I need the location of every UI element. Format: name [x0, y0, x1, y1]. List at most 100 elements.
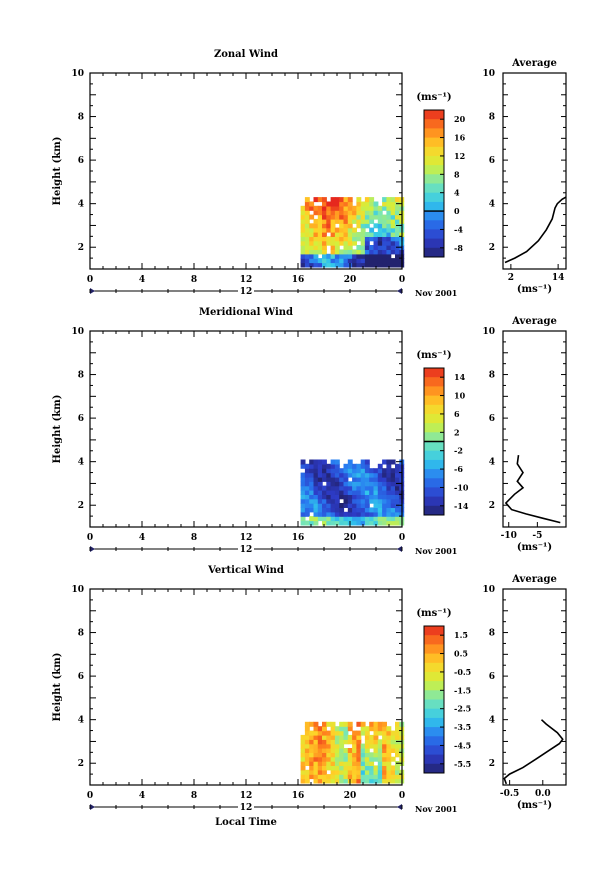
y-tick-label: 8: [78, 629, 84, 639]
heatmap-cell: [339, 761, 345, 766]
heatmap-cell: [356, 734, 362, 740]
heatmap-cell: [386, 223, 392, 229]
heatmap-cell: [326, 240, 332, 246]
heatmap-cell: [347, 748, 353, 753]
colorbar-tick-label: 8: [454, 169, 460, 179]
heatmap-cell: [352, 232, 357, 237]
heatmap-cell: [300, 459, 306, 465]
heatmap-cell: [356, 472, 362, 478]
heatmap-cell: [377, 253, 383, 259]
heatmap-cell: [377, 743, 383, 749]
heatmap-cell: [326, 761, 332, 766]
heatmap-cell: [339, 726, 345, 732]
heatmap-cell: [334, 516, 340, 522]
heatmap-cell: [304, 227, 310, 233]
heatmap-cell: [300, 507, 306, 513]
heatmap-cell: [352, 761, 357, 766]
heatmap-cell: [347, 503, 353, 508]
heatmap-cell: [330, 503, 336, 508]
heatmap-cell: [343, 223, 349, 229]
heatmap-cell: [364, 490, 370, 495]
heatmap-cell: [373, 726, 379, 732]
heatmap-cell: [390, 748, 396, 753]
heatmap-cell: [373, 258, 379, 264]
heatmap-cell: [356, 507, 362, 513]
profile-line: [504, 454, 561, 524]
heatmap-cell: [364, 761, 370, 766]
heatmap-cell: [334, 778, 340, 784]
heatmap-cell: [360, 769, 366, 775]
heatmap-cell: [364, 520, 370, 526]
heatmap-cell: [304, 485, 310, 491]
heatmap-cell: [364, 481, 370, 487]
heatmap-cell: [377, 494, 383, 500]
heatmap-cell: [322, 520, 327, 526]
heatmap-cell: [390, 507, 396, 513]
heatmap-cell: [300, 232, 306, 237]
heatmap-cell: [347, 232, 353, 237]
x-tick-label: 12: [240, 791, 253, 801]
heatmap-cell: [386, 214, 392, 220]
heatmap-cell: [373, 765, 379, 771]
heatmap-cell: [382, 730, 387, 736]
heatmap-cell: [343, 490, 349, 495]
heatmap-cell: [386, 459, 392, 465]
heatmap-cell: [330, 214, 336, 220]
heatmap-cell: [317, 472, 323, 478]
heatmap-cell: [382, 739, 387, 745]
heatmap-cell: [317, 765, 323, 771]
heatmap-cell: [395, 730, 400, 736]
heatmap-cell: [390, 236, 396, 242]
heatmap-cell: [326, 485, 332, 491]
heatmap-cell: [386, 262, 392, 268]
heatmap-cell: [317, 262, 323, 268]
heatmap-cell: [347, 210, 353, 216]
heatmap-cell: [347, 739, 353, 745]
heatmap-cell: [300, 258, 306, 264]
colorbar-segment: [424, 368, 444, 378]
heatmap-cell: [390, 201, 396, 207]
heatmap-cell: [382, 468, 387, 474]
heatmap-cell: [326, 476, 332, 482]
heatmap-cell: [377, 485, 383, 491]
heatmap-cell: [300, 249, 306, 255]
heatmap-cell: [317, 774, 323, 780]
heatmap-cell: [313, 210, 319, 216]
heatmap-cell: [382, 205, 387, 211]
heatmap-cell: [382, 726, 387, 732]
heatmap-cell: [373, 774, 379, 780]
heatmap-cell: [390, 739, 396, 745]
heatmap-cell: [300, 214, 306, 220]
heatmap-cell: [330, 201, 336, 207]
heatmap-cell: [352, 262, 357, 268]
heatmap-cell: [364, 748, 370, 753]
heatmap-cell: [334, 726, 340, 732]
heatmap-cell: [317, 205, 323, 211]
heatmap-cell: [352, 511, 357, 517]
heatmap-cell: [322, 765, 327, 771]
heatmap-cell: [377, 748, 383, 753]
heatmap-cell: [369, 481, 375, 487]
heatmap-cell: [390, 223, 396, 229]
heatmap-cell: [395, 232, 400, 237]
heatmap-cell: [382, 743, 387, 749]
heatmap-cell: [356, 743, 362, 749]
heatmap-cell: [377, 490, 383, 495]
colorbar-tick-label: -5.5: [454, 759, 471, 769]
date-axis-arrow-left: [90, 546, 95, 552]
colorbar-segment: [424, 727, 444, 737]
colorbar-tick-label: -0.5: [454, 667, 471, 677]
heatmap-cell: [369, 494, 375, 500]
heatmap-cell: [334, 472, 340, 478]
heatmap-cell: [360, 516, 366, 522]
heatmap-cell: [326, 778, 332, 784]
heatmap-cell: [360, 752, 366, 758]
heatmap-cell: [326, 205, 332, 211]
heatmap-cell: [339, 511, 345, 517]
heatmap-cell: [382, 258, 387, 264]
heatmap-cell: [339, 197, 345, 203]
heatmap-cell: [360, 210, 366, 216]
heatmap-cell: [304, 236, 310, 242]
heatmap-cell: [330, 245, 336, 250]
heatmap-cell: [382, 218, 387, 224]
